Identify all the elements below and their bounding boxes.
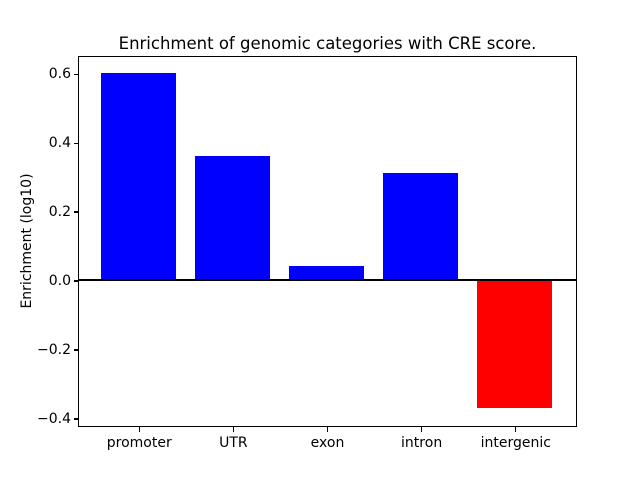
y-tick-label: 0.0 (48, 273, 71, 290)
y-tick-mark (74, 418, 79, 420)
x-tick-mark (326, 427, 329, 432)
y-tick-label: −0.2 (37, 342, 71, 359)
y-tick-mark (74, 73, 79, 75)
y-tick-label: −0.4 (37, 411, 71, 428)
bar-intergenic (477, 280, 553, 408)
y-tick-mark (74, 349, 79, 351)
bar-exon (288, 266, 365, 281)
x-tick-mark (420, 427, 423, 432)
y-tick-label: 0.4 (48, 135, 71, 152)
bar-UTR (194, 156, 271, 281)
chart-title: Enrichment of genomic categories with CR… (118, 34, 537, 53)
x-tick-label-promoter: promoter (106, 435, 172, 451)
plot-area (78, 56, 577, 427)
y-tick-label: 0.6 (48, 66, 71, 83)
bar-promoter (100, 73, 176, 281)
bar-intron (382, 173, 459, 281)
x-tick-label-exon: exon (310, 435, 345, 451)
x-tick-mark (515, 427, 517, 432)
y-tick-label: 0.2 (48, 204, 71, 221)
x-tick-mark (232, 427, 235, 432)
x-tick-label-UTR: UTR (219, 435, 248, 451)
x-tick-label-intron: intron (401, 435, 443, 451)
y-tick-mark (74, 142, 79, 144)
y-tick-mark (74, 280, 79, 282)
x-tick-mark (138, 427, 140, 432)
x-tick-label-intergenic: intergenic (480, 435, 551, 451)
y-tick-mark (74, 211, 79, 213)
zero-line (79, 279, 576, 282)
